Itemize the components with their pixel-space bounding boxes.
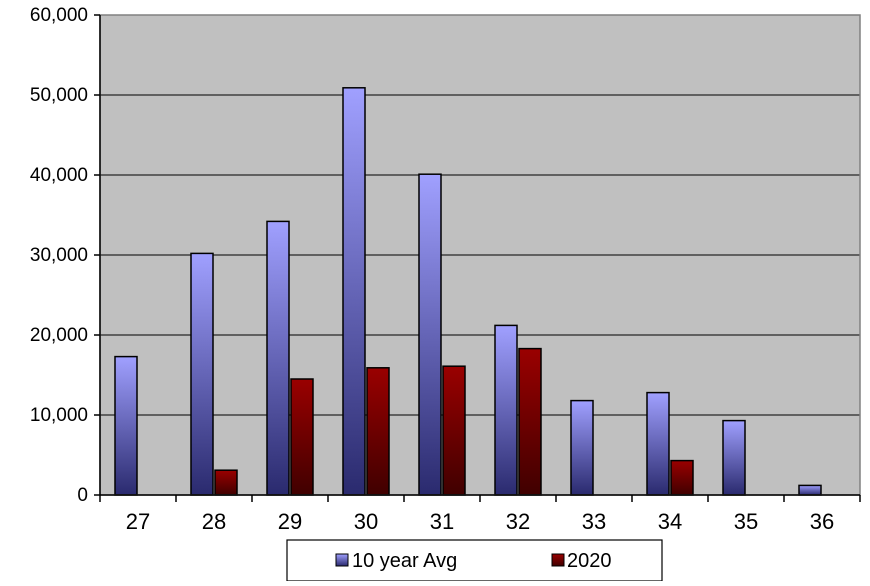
bar-2020-28: [214, 469, 238, 496]
legend-swatch-avg: [335, 553, 349, 567]
bar-avg-29: [266, 220, 290, 496]
bar-avg-33: [570, 399, 594, 496]
x-tick-label: 30: [354, 509, 378, 534]
bar-avg-36: [798, 484, 822, 496]
bar-avg-32: [494, 324, 518, 496]
x-tick-label: 32: [506, 509, 530, 534]
x-tick-label: 31: [430, 509, 454, 534]
bar-avg-27: [114, 355, 138, 496]
y-tick-label: 30,000: [30, 245, 88, 266]
x-tick-label: 29: [278, 509, 302, 534]
bar-avg-31: [418, 173, 442, 496]
bar-2020-34: [670, 459, 694, 496]
y-tick-label: 50,000: [30, 85, 88, 106]
bar-2020-30: [366, 367, 390, 496]
bar-2020-29: [290, 378, 314, 496]
y-tick-label: 60,000: [30, 5, 88, 26]
bar-avg-34: [646, 391, 670, 496]
bar-avg-28: [190, 252, 214, 496]
legend-label-2020: 2020: [567, 550, 612, 572]
legend-swatch-2020: [551, 553, 565, 567]
bar-avg-35: [722, 419, 746, 496]
x-tick-label: 36: [810, 509, 834, 534]
x-tick-label: 35: [734, 509, 758, 534]
x-tick-label: 28: [202, 509, 226, 534]
bar-2020-31: [442, 365, 466, 496]
bar-2020-32: [518, 347, 542, 496]
legend-label-avg: 10 year Avg: [352, 550, 457, 572]
y-tick-label: 10,000: [30, 405, 88, 426]
y-tick-label: 20,000: [30, 325, 88, 346]
y-tick-label: 0: [77, 485, 88, 506]
y-tick-label: 40,000: [30, 165, 88, 186]
x-tick-label: 34: [658, 509, 682, 534]
bar-avg-30: [342, 87, 366, 496]
x-tick-label: 27: [126, 509, 150, 534]
x-tick-label: 33: [582, 509, 606, 534]
